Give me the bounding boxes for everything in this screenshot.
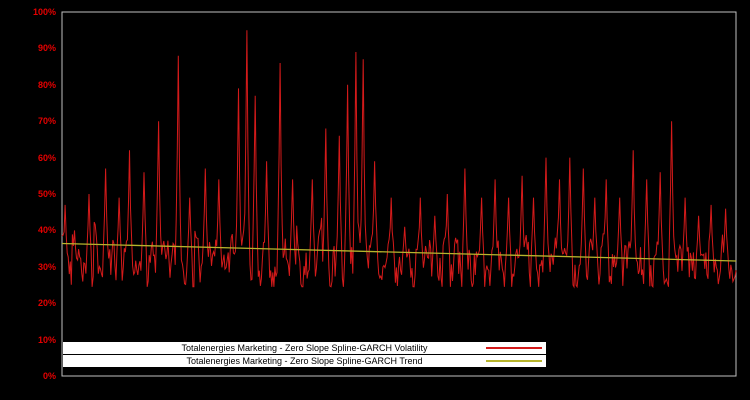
legend-row-trend: Totalenergies Marketing - Zero Slope Spl… [63,355,546,367]
legend-label-trend: Totalenergies Marketing - Zero Slope Spl… [186,356,423,366]
legend-label-volatility: Totalenergies Marketing - Zero Slope Spl… [181,343,428,353]
y-tick-label: 10% [37,334,56,345]
legend-line-volatility-icon [486,347,542,349]
legend-line-trend-icon [486,360,542,362]
y-tick-label: 50% [37,189,56,199]
y-tick-label: 100% [32,7,56,17]
y-tick-label: 0% [42,371,56,381]
y-tick-label: 40% [37,225,56,236]
y-tick-label: 20% [37,298,56,309]
legend-row-volatility: Totalenergies Marketing - Zero Slope Spl… [63,342,546,354]
legend: Totalenergies Marketing - Zero Slope Spl… [63,342,546,367]
y-tick-label: 60% [37,152,56,163]
y-tick-label: 70% [37,116,56,127]
y-tick-label: 80% [37,79,56,90]
y-tick-label: 90% [37,43,56,54]
y-tick-label: 30% [37,261,56,272]
